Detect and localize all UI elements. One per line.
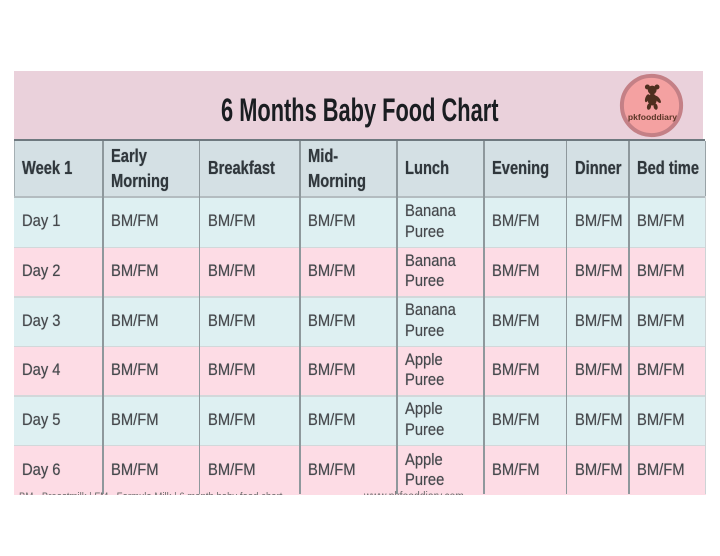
svg-text:pkfooddiary: pkfooddiary (628, 112, 677, 122)
